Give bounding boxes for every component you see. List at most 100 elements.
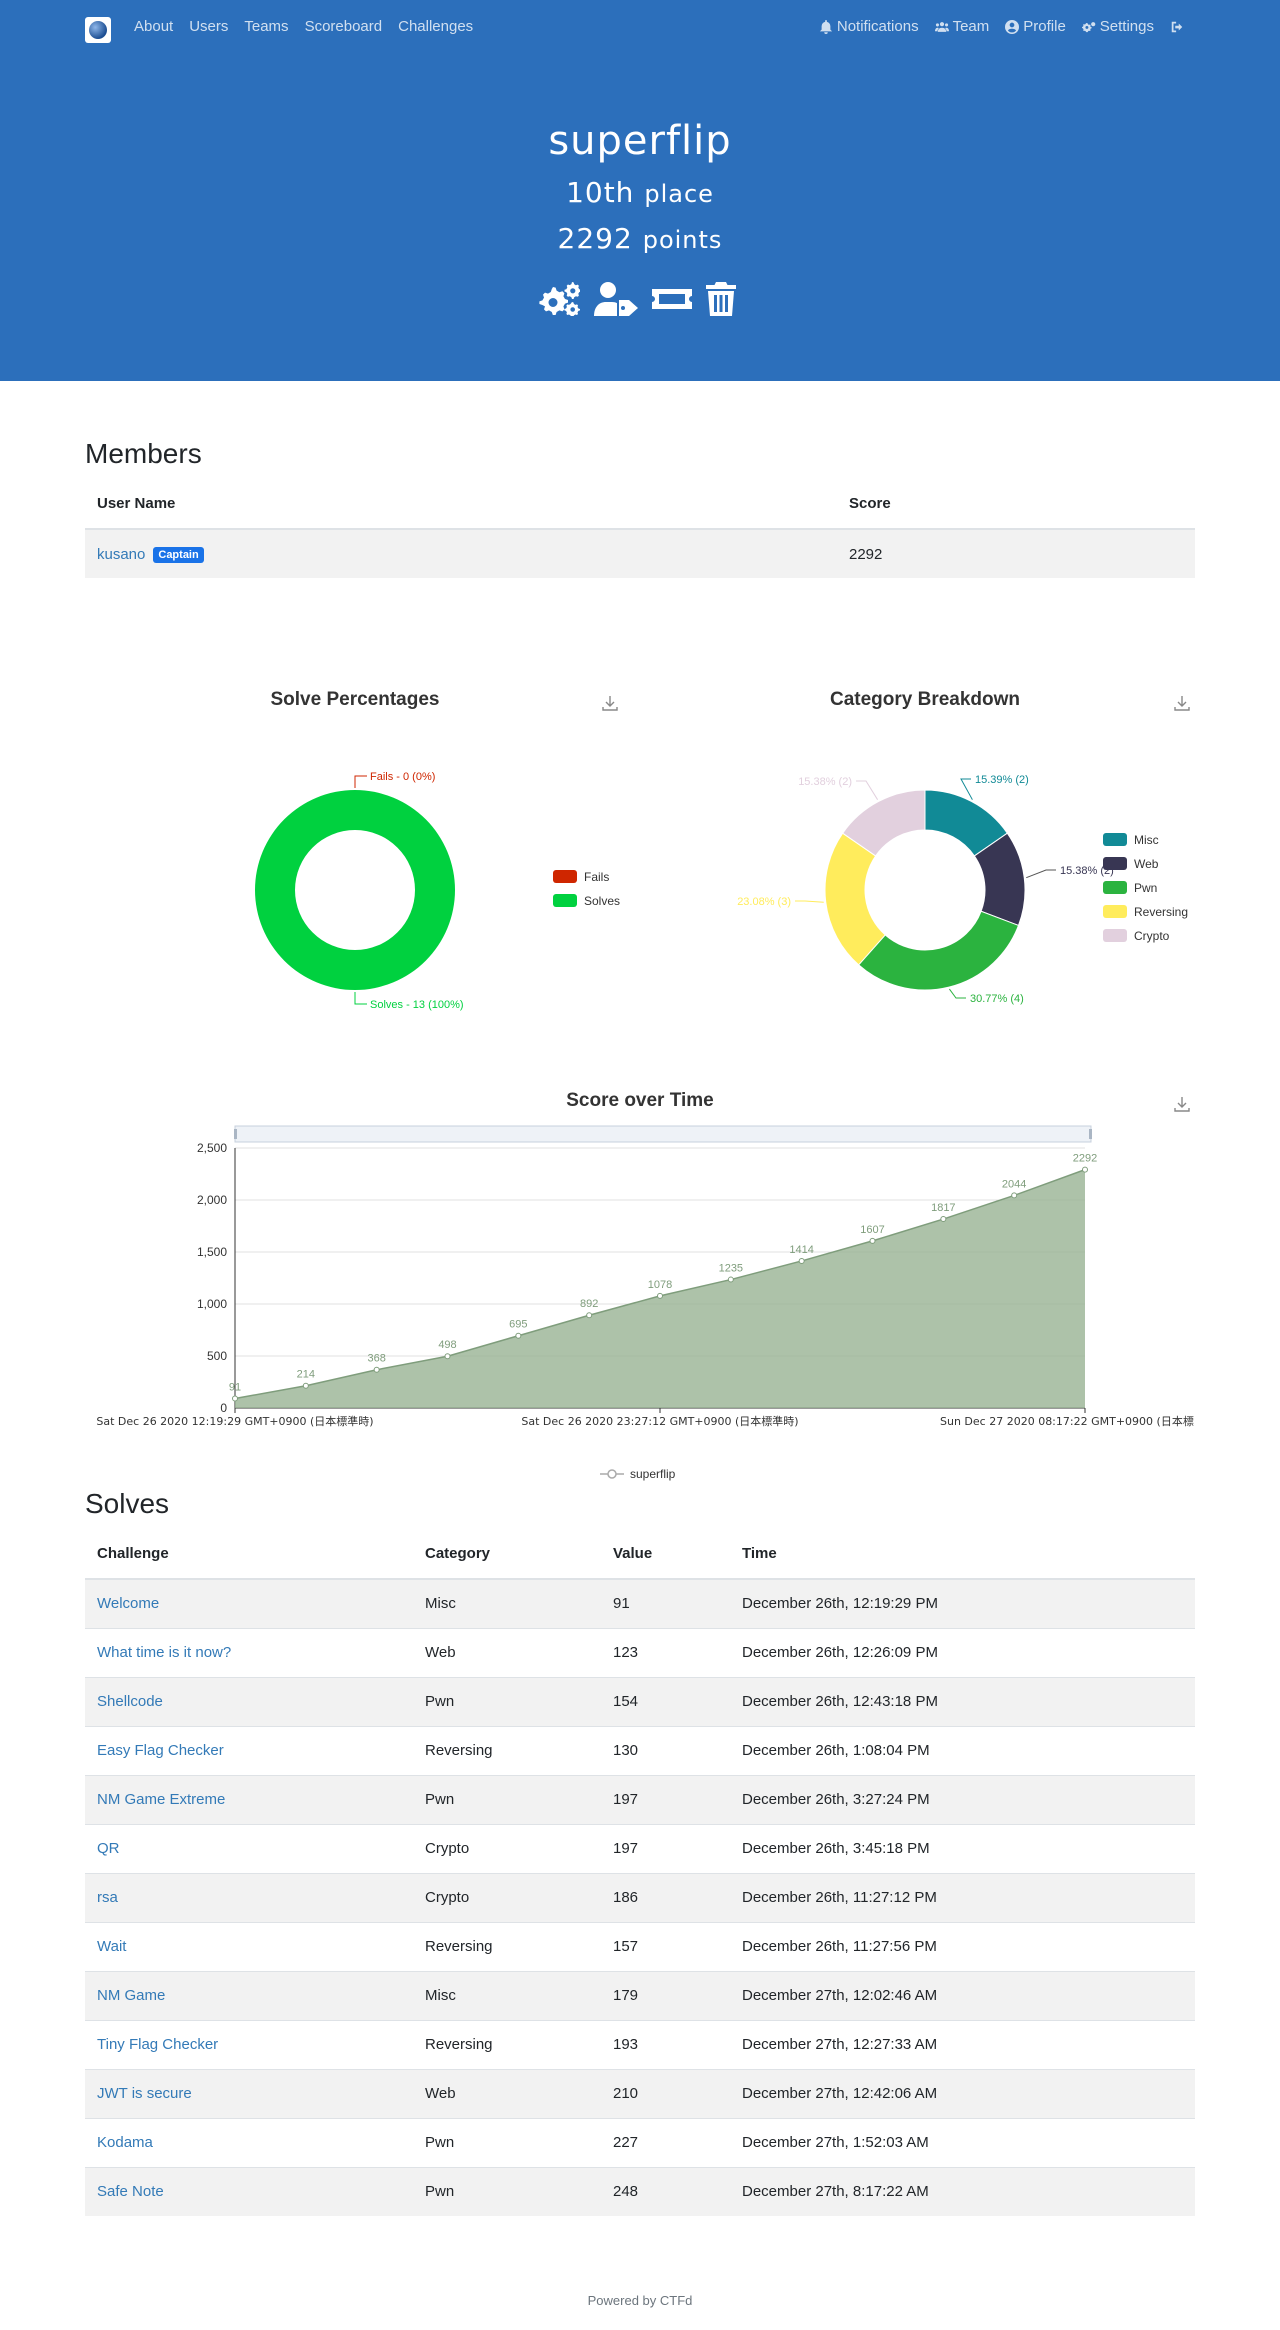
data-point	[869, 1237, 876, 1244]
team-points-word: points	[642, 226, 723, 254]
data-label: 368	[367, 1353, 385, 1365]
legend-swatch-reversing	[1103, 905, 1127, 918]
download-icon	[1174, 696, 1190, 711]
table-row: Easy Flag Checker Reversing 130 December 26…	[85, 1725, 1195, 1775]
solve-challenge-link[interactable]: Kodama	[97, 2134, 153, 2151]
nav-notifications[interactable]: Notifications	[819, 18, 919, 35]
team-settings-button[interactable]	[538, 282, 581, 318]
solve-value: 227	[601, 2117, 730, 2167]
team-delete-button[interactable]	[706, 282, 736, 318]
solve-challenge-link[interactable]: NM Game	[97, 1987, 166, 2004]
solve-time: December 26th, 12:43:18 PM	[730, 1676, 1195, 1726]
category-breakdown-chart: 15.39% (2) 15.38% (2) 30.77% (4) 23.08% (3)…	[737, 774, 1188, 1005]
zoom-handle-left	[234, 1129, 237, 1139]
team-invite-button[interactable]	[652, 282, 692, 318]
solve-challenge-cell: Easy Flag Checker	[85, 1725, 413, 1775]
table-row: NM Game Extreme Pwn 197 December 26th, 3:27…	[85, 1774, 1195, 1824]
table-row: kusano Captain 2292	[85, 528, 1195, 578]
nav-profile[interactable]: Profile	[1005, 18, 1066, 35]
ctf-logo[interactable]	[85, 17, 111, 43]
nav-teams[interactable]: Teams	[244, 18, 289, 35]
table-row: Safe Note Pwn 248 December 27th, 8:17:22 AM	[85, 2166, 1195, 2216]
nav-challenges[interactable]: Challenges	[398, 18, 474, 35]
solve-chart-download[interactable]	[601, 694, 619, 712]
slice-label-web: 15.38% (2)	[1060, 865, 1114, 877]
data-label: 1414	[789, 1244, 813, 1256]
data-point	[727, 1276, 734, 1283]
solve-challenge-cell: What time is it now?	[85, 1627, 413, 1677]
solve-value: 210	[601, 2068, 730, 2118]
y-tick-label: 2,500	[197, 1141, 227, 1155]
team-captain-button[interactable]	[594, 282, 638, 318]
label-line-pwn	[949, 988, 966, 999]
nav-logout[interactable]	[1170, 20, 1184, 34]
pie-slice-pwn	[857, 910, 1020, 991]
table-row: JWT is secure Web 210 December 27th, 12:42:…	[85, 2068, 1195, 2118]
solve-challenge-link[interactable]: QR	[97, 1840, 120, 1857]
category-chart-download[interactable]	[1173, 694, 1191, 712]
nav-settings[interactable]: Settings	[1081, 18, 1154, 35]
solve-challenge-link[interactable]: Safe Note	[97, 2183, 164, 2201]
solve-time: December 27th, 8:17:22 AM	[730, 2166, 1195, 2216]
solve-category: Pwn	[413, 1676, 601, 1726]
captain-badge: Captain	[153, 546, 204, 563]
label-line-misc	[960, 778, 973, 800]
members-header-username: User Name	[85, 478, 837, 530]
solve-category: Pwn	[413, 1774, 601, 1824]
data-label: 214	[297, 1369, 315, 1381]
solve-challenge-link[interactable]: rsa	[97, 1889, 118, 1906]
solve-challenge-link[interactable]: What time is it now?	[97, 1644, 232, 1661]
score-chart-title: Score over Time	[566, 1090, 714, 1111]
solve-category: Misc	[413, 1970, 601, 2020]
solve-category: Reversing	[413, 2019, 601, 2069]
solve-time: December 27th, 12:02:46 AM	[730, 1970, 1195, 2020]
team-points-value: 2292	[557, 222, 633, 255]
solve-time: December 27th, 12:27:33 AM	[730, 2019, 1195, 2069]
member-score: 2292	[837, 528, 1195, 578]
team-place-value: 10th	[566, 176, 635, 209]
data-point	[444, 1353, 451, 1360]
solve-challenge-link[interactable]: NM Game Extreme	[97, 1791, 226, 1808]
solve-challenge-link[interactable]: JWT is secure	[97, 2085, 192, 2102]
solve-challenge-link[interactable]: Wait	[97, 1938, 127, 1955]
data-point	[232, 1395, 238, 1402]
solve-challenge-link[interactable]: Easy Flag Checker	[97, 1742, 224, 1759]
table-row: QR Crypto 197 December 26th, 3:45:18 PM	[85, 1823, 1195, 1873]
solve-category: Web	[413, 2068, 601, 2118]
solve-value: 154	[601, 1676, 730, 1726]
label-line-web	[1026, 869, 1056, 879]
solve-challenge-link[interactable]: Shellcode	[97, 1693, 163, 1710]
solve-time: December 26th, 12:26:09 PM	[730, 1627, 1195, 1677]
nav-notifications-label: Notifications	[836, 18, 919, 35]
label-line-reversing	[795, 900, 824, 903]
data-point	[940, 1216, 947, 1223]
user-tag-icon	[594, 282, 638, 316]
footer: Powered by CTFd	[587, 2293, 693, 2308]
solve-value: 197	[601, 1774, 730, 1824]
solve-value: 130	[601, 1725, 730, 1775]
slice-label-fails: Fails - 0 (0%)	[370, 771, 435, 783]
score-chart-download[interactable]	[1173, 1095, 1191, 1113]
y-tick-label: 0	[220, 1401, 227, 1415]
table-row: Welcome Misc 91 December 26th, 12:19:29 PM	[85, 1578, 1195, 1628]
solve-challenge-cell: NM Game	[85, 1970, 413, 2020]
nav-team[interactable]: Team	[934, 18, 990, 35]
ticket-icon	[652, 289, 692, 309]
navbar: About Users Teams Scoreboard Challenges …	[0, 0, 1280, 56]
nav-team-label: Team	[952, 18, 990, 35]
member-name-link[interactable]: kusano	[97, 545, 146, 563]
solve-category: Reversing	[413, 1725, 601, 1775]
solve-challenge-link[interactable]: Tiny Flag Checker	[97, 2036, 219, 2053]
download-icon	[1174, 1097, 1190, 1112]
nav-users[interactable]: Users	[189, 18, 229, 35]
legend-swatch-pwn	[1103, 881, 1127, 894]
nav-about[interactable]: About	[134, 18, 174, 35]
solve-time: December 27th, 12:42:06 AM	[730, 2068, 1195, 2118]
nav-scoreboard[interactable]: Scoreboard	[304, 18, 383, 35]
solve-challenge-link[interactable]: Welcome	[97, 1595, 160, 1613]
data-point	[657, 1292, 663, 1299]
solve-challenge-cell: QR	[85, 1823, 413, 1873]
logout-icon	[1171, 21, 1183, 32]
users-icon	[934, 21, 949, 32]
data-label: 1607	[860, 1224, 884, 1236]
